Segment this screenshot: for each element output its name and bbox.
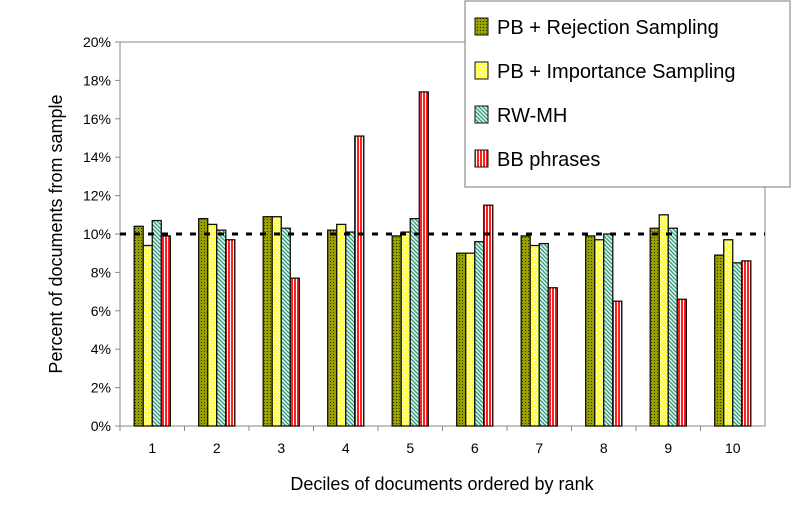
- bar-2-5: [400, 231, 411, 427]
- x-tick-label: 2: [213, 440, 221, 456]
- bar-4-8: [612, 300, 623, 427]
- legend: PB + Rejection Sampling PB + Importance S…: [464, 0, 791, 188]
- bar-3-10: [732, 262, 743, 427]
- bar-2-7: [529, 244, 540, 427]
- bar-3-6: [474, 241, 485, 427]
- y-tick-label: 0%: [91, 418, 111, 434]
- x-axis-label: Deciles of documents ordered by rank: [290, 474, 594, 494]
- bar-3-2: [216, 229, 227, 427]
- y-tick-label: 2%: [91, 380, 111, 396]
- x-tick-label: 7: [535, 440, 543, 456]
- bar-2-6: [465, 252, 476, 427]
- y-tick-label: 12%: [83, 188, 111, 204]
- y-tick-label: 4%: [91, 341, 111, 357]
- bar-4-6: [483, 204, 494, 427]
- bar-2-1: [142, 244, 153, 427]
- bar-1-4: [327, 229, 338, 427]
- bar-1-8: [585, 235, 596, 427]
- bar-1-1: [133, 225, 144, 427]
- bar-1-2: [198, 217, 209, 427]
- y-tick-label: 8%: [91, 264, 111, 280]
- bar-3-8: [603, 233, 614, 427]
- x-tick-label: 5: [406, 440, 414, 456]
- bar-1-9: [649, 227, 660, 427]
- bar-2-4: [336, 223, 347, 427]
- x-tick-label: 8: [600, 440, 608, 456]
- x-tick-label: 1: [148, 440, 156, 456]
- x-tick-label: 3: [277, 440, 285, 456]
- legend-swatch: [474, 149, 489, 168]
- x-tick-label: 10: [725, 440, 741, 456]
- y-tick-label: 14%: [83, 149, 111, 165]
- bar-4-3: [289, 277, 300, 427]
- legend-swatch: [474, 61, 489, 80]
- y-tick-label: 6%: [91, 303, 111, 319]
- bar-4-10: [741, 260, 752, 427]
- bar-4-9: [676, 298, 687, 427]
- bar-4-5: [418, 91, 429, 427]
- bar-3-1: [151, 219, 162, 427]
- legend-label: BB phrases: [497, 149, 600, 171]
- y-tick-label: 18%: [83, 72, 111, 88]
- bar-1-10: [714, 254, 725, 427]
- y-axis-label: Percent of documents from sample: [46, 94, 66, 373]
- bar-2-10: [723, 239, 734, 427]
- legend-label: PB + Importance Sampling: [497, 61, 735, 83]
- bar-3-3: [280, 227, 291, 427]
- bar-4-1: [160, 235, 171, 427]
- bar-1-5: [391, 235, 402, 427]
- bar-1-7: [520, 235, 531, 427]
- bar-3-9: [667, 227, 678, 427]
- bar-4-4: [354, 135, 365, 427]
- y-tick-label: 16%: [83, 111, 111, 127]
- bar-4-7: [547, 287, 558, 427]
- y-tick-label: 20%: [83, 34, 111, 50]
- bar-1-6: [456, 252, 467, 427]
- legend-label: PB + Rejection Sampling: [497, 17, 719, 39]
- bar-2-8: [594, 239, 605, 427]
- legend-box: [464, 0, 791, 188]
- legend-swatch: [474, 17, 489, 36]
- bar-4-2: [225, 239, 236, 427]
- x-tick-label: 9: [664, 440, 672, 456]
- y-tick-label: 10%: [83, 226, 111, 242]
- bar-2-3: [271, 216, 282, 427]
- legend-swatch: [474, 105, 489, 124]
- bar-1-3: [262, 216, 273, 427]
- bar-2-9: [658, 214, 669, 427]
- bar-2-2: [207, 223, 218, 427]
- bar-3-7: [538, 242, 549, 427]
- x-tick-label: 4: [342, 440, 350, 456]
- bar-3-5: [409, 217, 420, 427]
- legend-label: RW-MH: [497, 105, 567, 127]
- x-tick-label: 6: [471, 440, 479, 456]
- bar-3-4: [345, 231, 356, 427]
